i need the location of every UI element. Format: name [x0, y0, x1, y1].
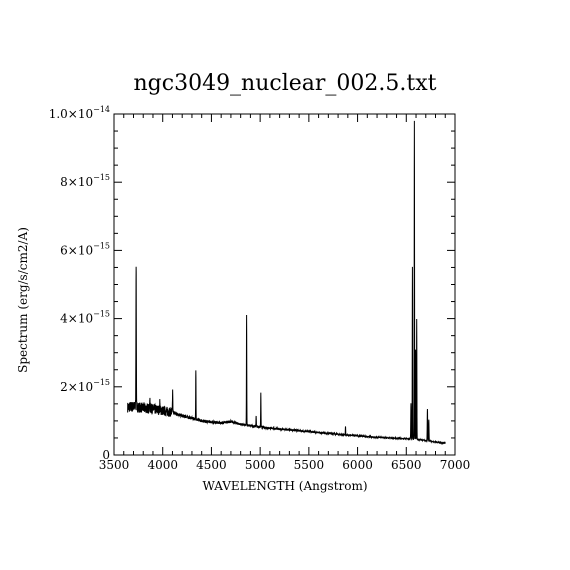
x-tick-label: 3500 [99, 458, 130, 472]
y-tick-exponent: −15 [93, 310, 110, 319]
x-tick-label: 6000 [342, 458, 373, 472]
x-tick-label: 6500 [391, 458, 422, 472]
y-tick-exponent: −14 [93, 105, 110, 114]
y-axis: 0 2×10−15 4×10−15 6×10−15 8×10−15 1.0×10−14 [49, 105, 455, 462]
y-tick-label: 8×10−15 [60, 173, 110, 189]
x-tick-label: 7000 [440, 458, 471, 472]
x-axis-label: WAVELENGTH (Angstrom) [202, 479, 367, 493]
y-tick-exponent: −15 [93, 378, 110, 387]
y-tick-label: 6×10−15 [60, 241, 110, 257]
y-tick-exponent: −15 [93, 173, 110, 182]
x-tick-label: 4500 [196, 458, 227, 472]
spectrum-series [127, 120, 446, 445]
x-axis: 3500 4000 4500 5000 5500 6000 6500 7000 [99, 114, 471, 472]
y-tick-label: 4×10−15 [60, 310, 110, 326]
x-tick-label: 5000 [245, 458, 276, 472]
plot-frame [113, 113, 456, 456]
y-tick-label: 0 [102, 448, 110, 462]
y-axis-label: Spectrum (erg/s/cm2/A) [16, 227, 30, 373]
y-tick-label: 2×10−15 [60, 378, 110, 394]
x-tick-label: 4000 [147, 458, 178, 472]
y-tick-label: 1.0×10−14 [49, 105, 110, 121]
spectrum-line [127, 120, 446, 445]
x-tick-label: 5500 [294, 458, 325, 472]
chart-title: ngc3049_nuclear_002.5.txt [134, 71, 437, 96]
y-tick-exponent: −15 [93, 241, 110, 250]
